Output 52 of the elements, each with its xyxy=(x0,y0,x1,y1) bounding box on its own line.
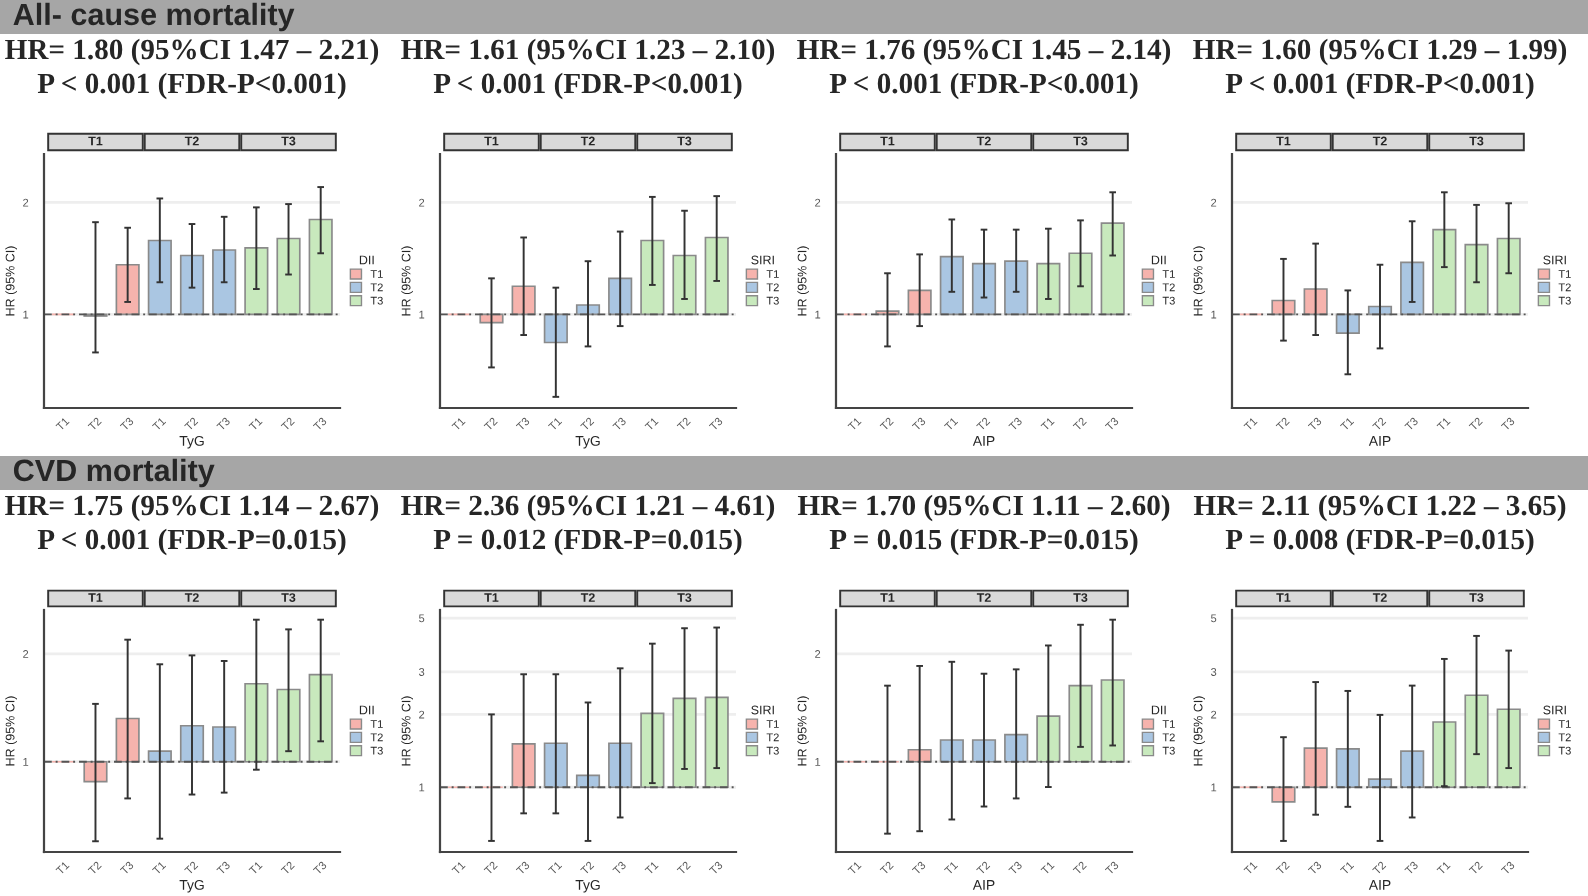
text: CVD mortality xyxy=(13,458,215,488)
bar xyxy=(1004,260,1029,316)
chart-subtitle: P < 0.001 (FDR-P<0.001) xyxy=(1225,72,1534,100)
bar xyxy=(1496,237,1521,316)
bar xyxy=(672,254,697,316)
bar xyxy=(704,236,729,316)
chart-title: HR= 1.61 (95%CI 1.23 – 2.10) xyxy=(401,38,775,66)
chart-subtitle: P = 0.012 (FDR-P=0.015) xyxy=(433,528,742,556)
bar xyxy=(939,255,964,316)
chart-title: HR= 1.70 (95%CI 1.11 – 2.60) xyxy=(797,494,1170,522)
bar xyxy=(1432,721,1457,789)
bar xyxy=(640,239,665,316)
chart-subtitle: P < 0.001 (FDR-P<0.001) xyxy=(433,72,742,100)
chart-title: HR= 2.36 (95%CI 1.21 – 4.61) xyxy=(401,494,775,522)
bar xyxy=(1400,750,1425,789)
bar xyxy=(1271,786,1296,803)
chart-subtitle: P = 0.008 (FDR-P=0.015) xyxy=(1225,528,1534,556)
chart-title: HR= 1.80 (95%CI 1.47 – 2.21) xyxy=(5,38,379,66)
bar xyxy=(276,688,301,763)
bar xyxy=(672,697,697,789)
bar xyxy=(1464,243,1489,316)
bar xyxy=(244,247,269,316)
text: All- cause mortality xyxy=(13,2,295,32)
chart-subtitle: P < 0.001 (FDR-P<0.001) xyxy=(829,72,1138,100)
bar xyxy=(608,742,633,789)
chart-subtitle: P < 0.001 (FDR-P=0.015) xyxy=(37,528,346,556)
chart-title: HR= 1.60 (95%CI 1.29 – 1.99) xyxy=(1193,38,1567,66)
bar xyxy=(1068,252,1093,316)
bar xyxy=(1036,262,1061,316)
bar xyxy=(244,682,269,763)
bar xyxy=(704,696,729,789)
bar xyxy=(147,239,172,316)
bar xyxy=(1496,708,1521,789)
bar xyxy=(212,249,237,316)
bar xyxy=(1068,684,1093,763)
bar xyxy=(1036,715,1061,763)
bar xyxy=(115,263,140,316)
chart-subtitle: P < 0.001 (FDR-P<0.001) xyxy=(37,72,346,100)
chart-title: HR= 1.75 (95%CI 1.14 – 2.67) xyxy=(5,494,379,522)
chart-subtitle: P = 0.015 (FDR-P=0.015) xyxy=(829,528,1138,556)
chart-title: HR= 1.76 (95%CI 1.45 – 2.14) xyxy=(797,38,1171,66)
bar xyxy=(276,237,301,316)
chart-title: HR= 2.11 (95%CI 1.22 – 3.65) xyxy=(1193,494,1566,522)
bar xyxy=(1100,222,1125,316)
bar xyxy=(1464,694,1489,789)
bar xyxy=(308,218,333,316)
bar xyxy=(179,254,205,316)
bar xyxy=(1432,228,1457,316)
bar xyxy=(1100,679,1125,763)
bar xyxy=(308,673,333,763)
bar xyxy=(83,760,108,783)
bar xyxy=(1400,261,1425,316)
